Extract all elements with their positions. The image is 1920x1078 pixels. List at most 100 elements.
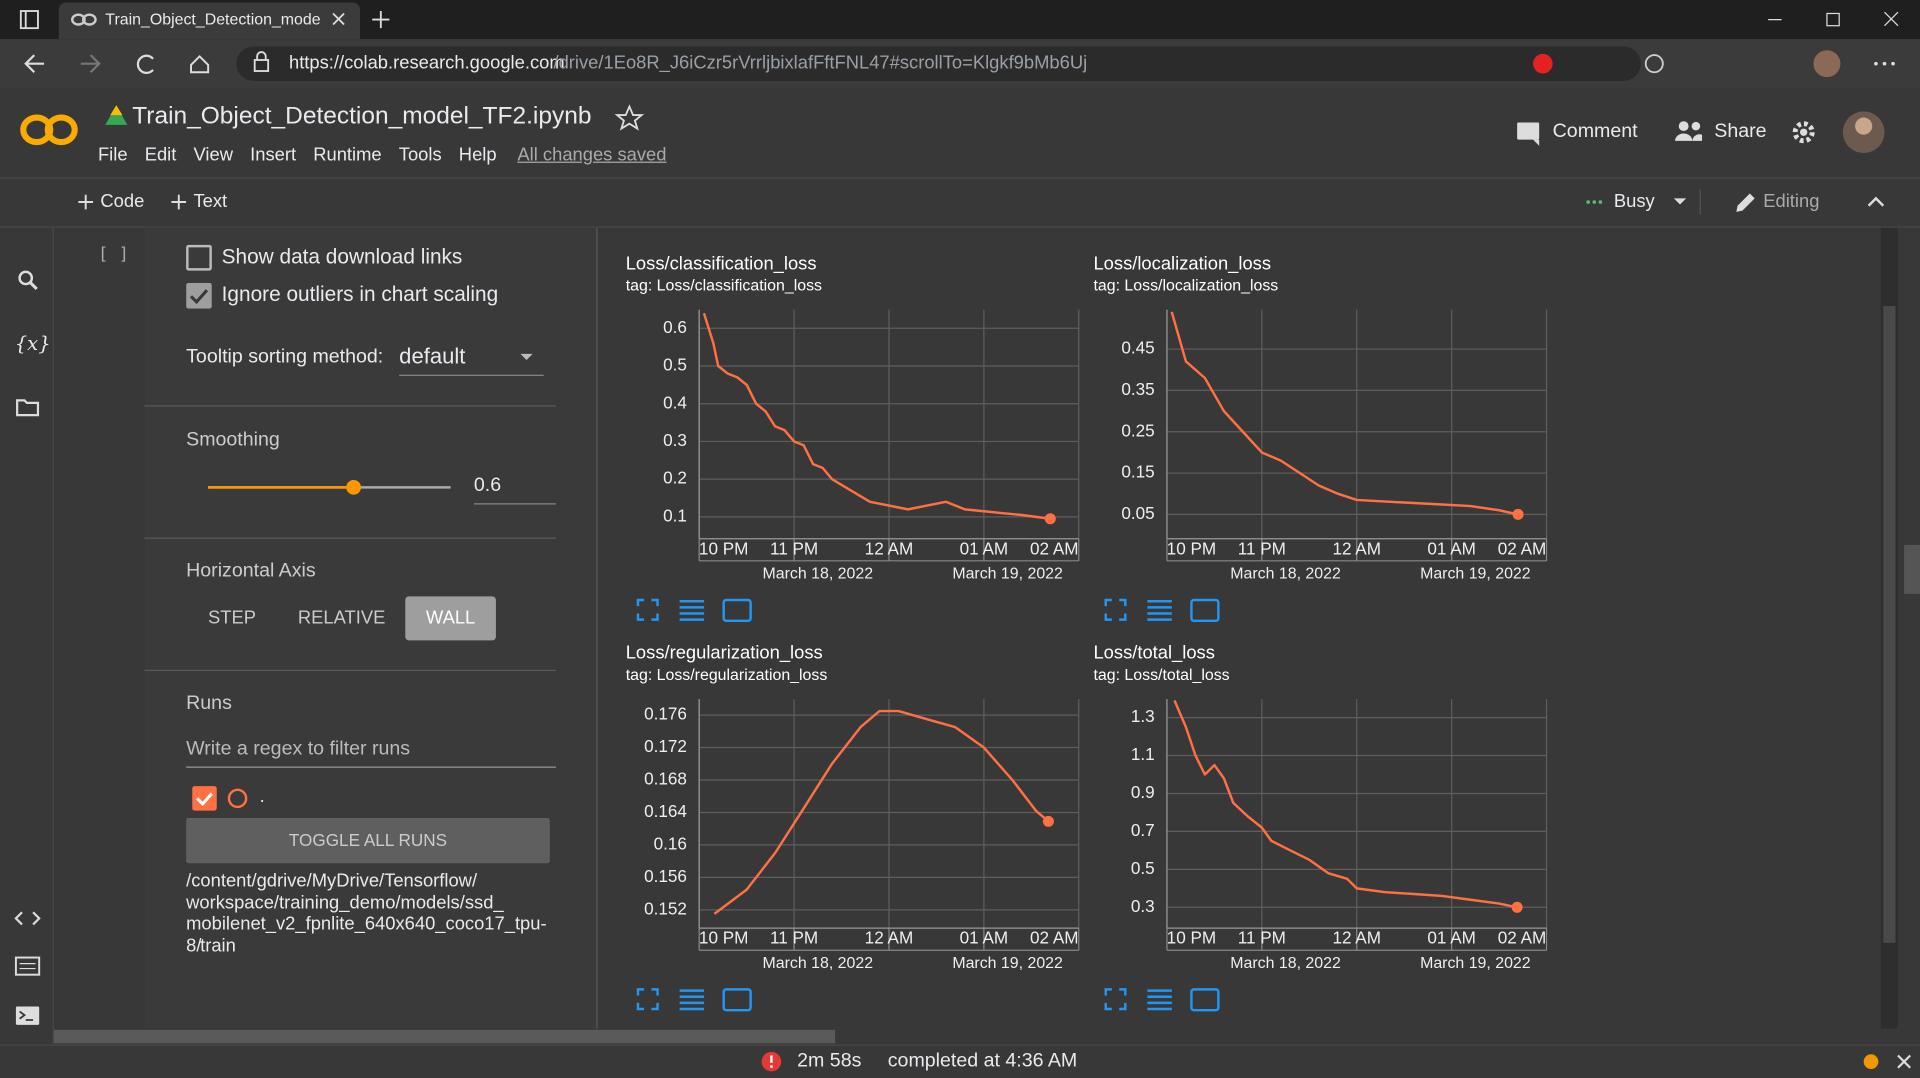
save-status[interactable]: All changes saved	[517, 144, 667, 166]
x-date-label: March 18, 2022	[763, 955, 874, 972]
y-tick-label: 1.3	[1131, 706, 1155, 726]
axis-option[interactable]: RELATIVE	[297, 607, 386, 629]
y-tick-label: 0.2	[663, 468, 687, 488]
comment-label[interactable]: Comment	[1552, 121, 1638, 143]
sidebar-icons	[14, 227, 54, 1045]
chart-actions[interactable]	[1104, 988, 1220, 1012]
url-path[interactable]: /drive/1Eo8R_J6iCzr5rVrrljbixlafFftFNL47…	[553, 52, 1088, 74]
add-text[interactable]: Text	[193, 191, 228, 212]
series-end-point	[1044, 513, 1056, 525]
notebook-title[interactable]: Train_Object_Detection_model_TF2.ipynb	[132, 102, 592, 130]
chart-subtitle: tag: Loss/regularization_loss	[626, 667, 828, 684]
slider-knob	[346, 480, 361, 495]
axis-option[interactable]: STEP	[208, 607, 257, 629]
chart-actions[interactable]	[636, 598, 752, 623]
menu-item[interactable]: Insert	[250, 144, 297, 166]
chart: Loss/total_loss tag: Loss/total_loss 0.3 0.…	[1093, 642, 1548, 1012]
x-tick-label: 02 AM	[1498, 928, 1547, 948]
active-tab[interactable]	[58, 2, 361, 40]
add-code[interactable]: Code	[100, 191, 145, 212]
run-toggle[interactable]	[191, 785, 252, 812]
axis-label: Horizontal Axis	[186, 560, 316, 582]
x-tick-label: 01 AM	[960, 538, 1009, 558]
x-date-label: March 19, 2022	[1420, 955, 1531, 972]
chart-title: Loss/regularization_loss	[626, 642, 823, 664]
y-tick-label: 0.5	[663, 355, 687, 375]
y-tick-label: 0.168	[644, 769, 687, 789]
x-tick-label: 02 AM	[1498, 538, 1547, 558]
smoothing-value[interactable]: 0.6	[473, 475, 502, 496]
y-tick-label: 0.3	[1131, 896, 1155, 916]
menu-item[interactable]: Edit	[144, 144, 177, 166]
chart-actions[interactable]	[636, 988, 752, 1012]
divider	[144, 405, 556, 407]
checkbox[interactable]	[186, 244, 212, 271]
x-date-label: March 18, 2022	[1230, 955, 1341, 972]
tooltip-select[interactable]: default	[399, 344, 466, 369]
run-name: .	[259, 786, 265, 807]
menu-item[interactable]: Help	[458, 144, 497, 166]
menu-item[interactable]: Runtime	[313, 144, 382, 166]
url-host[interactable]: https://colab.research.google.com	[288, 52, 565, 74]
menu-item[interactable]: View	[193, 144, 233, 166]
fullscreen-icon	[636, 598, 659, 621]
series-line	[1170, 311, 1519, 516]
toggle-all-button[interactable]: TOGGLE ALL RUNS	[186, 817, 550, 864]
menu-item[interactable]: File	[97, 144, 128, 166]
series-line	[1173, 700, 1518, 909]
fit-icon	[1190, 598, 1220, 623]
status-icons	[1863, 1054, 1911, 1069]
run-path: /content/gdrive/MyDrive/Tensorflow/ work…	[186, 870, 547, 956]
status-bar	[0, 1044, 1920, 1078]
tab-title: Train_Object_Detection_model_T	[105, 9, 321, 29]
runs-label: Runs	[186, 693, 232, 714]
runtime-status[interactable]: Busy	[1613, 191, 1655, 212]
y-tick-label: 0.1	[663, 505, 687, 525]
variables-icon[interactable]: {x}	[14, 331, 51, 356]
input-underline	[186, 766, 556, 768]
mode[interactable]: Editing	[1763, 191, 1820, 212]
checkbox-checked[interactable]	[186, 282, 212, 309]
fullscreen-icon	[1104, 988, 1127, 1011]
y-tick-label: 0.5	[1131, 858, 1155, 878]
x-tick-label: 02 AM	[1030, 928, 1079, 948]
y-tick-label: 0.35	[1121, 379, 1154, 399]
chrome-icons	[0, 10, 1920, 89]
y-tick-label: 0.156	[644, 866, 687, 886]
x-date-label: March 19, 2022	[952, 565, 1063, 582]
scroll-thumb[interactable]	[1883, 306, 1896, 943]
y-tick-label: 0.7	[1131, 820, 1155, 840]
y-tick-label: 0.25	[1121, 420, 1154, 440]
smoothing-slider[interactable]	[196, 473, 465, 502]
page-scroll-thumb[interactable]	[1904, 544, 1920, 594]
x-date-label: March 19, 2022	[952, 955, 1063, 972]
x-tick-label: 12 AM	[865, 928, 914, 948]
cell-run-marker[interactable]: [ ]	[97, 244, 129, 265]
chart-subtitle: tag: Loss/total_loss	[1093, 667, 1229, 684]
axis-option-selected[interactable]: WALL	[405, 596, 496, 641]
chart-actions[interactable]	[1104, 598, 1220, 623]
series-line	[702, 312, 1051, 521]
y-tick-label: 0.176	[644, 704, 687, 724]
chart-title: Loss/total_loss	[1093, 642, 1214, 664]
y-tick-label: 0.16	[654, 833, 687, 853]
x-tick-label: 11 PM	[770, 928, 818, 948]
lines-icon	[679, 989, 705, 1011]
menu-item[interactable]: Tools	[398, 144, 442, 166]
share-label[interactable]: Share	[1714, 121, 1767, 143]
x-tick-label: 10 PM	[699, 928, 749, 948]
y-tick-label: 0.45	[1121, 338, 1154, 358]
horizontal-scrollbar[interactable]	[53, 1029, 836, 1044]
x-tick-label: 12 AM	[865, 538, 914, 558]
checkbox-label: Show data download links	[221, 244, 463, 269]
y-tick-label: 1.1	[1131, 744, 1155, 764]
input-underline	[473, 503, 556, 505]
x-tick-label: 10 PM	[699, 538, 749, 558]
x-tick-label: 10 PM	[1167, 928, 1217, 948]
x-tick-label: 11 PM	[1238, 538, 1286, 558]
chart-title: Loss/classification_loss	[626, 252, 817, 274]
settings-pane	[144, 227, 598, 1029]
runs-filter[interactable]: Write a regex to filter runs	[186, 738, 411, 760]
